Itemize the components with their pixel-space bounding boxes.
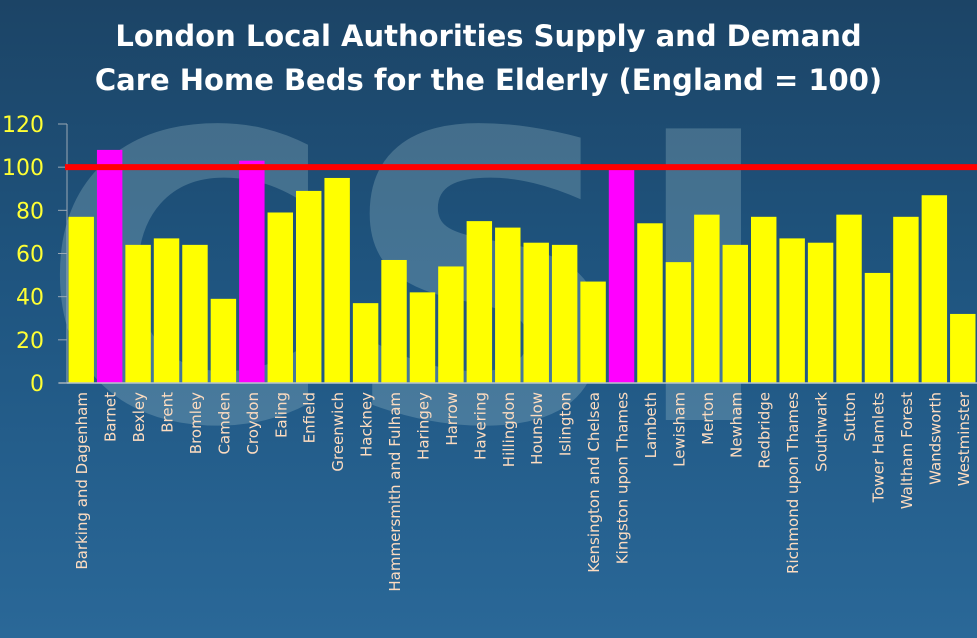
category-label: Ealing (272, 392, 290, 438)
bar-newham (722, 244, 748, 383)
bar-westminster (950, 313, 976, 383)
y-tick-label: 40 (16, 286, 44, 311)
bar-barking-and-dagenham (68, 216, 94, 383)
bar-kensington-and-chelsea (580, 281, 606, 383)
category-label: Camden (215, 392, 233, 455)
category-label: Barnet (102, 392, 120, 442)
bar-ealing (267, 212, 293, 383)
bar-bromley (182, 244, 208, 383)
category-label: Wandsworth (926, 392, 944, 485)
category-label: Hounslow (528, 392, 546, 465)
category-label: Bexley (130, 392, 148, 443)
bar-lewisham (665, 262, 692, 383)
category-label: Lewisham (670, 392, 688, 467)
category-label: Richmond upon Thames (784, 392, 802, 574)
bar-bexley (125, 244, 151, 383)
bar-havering (466, 221, 493, 383)
bar-redbridge (751, 216, 777, 383)
bar-hillingdon (495, 227, 521, 383)
category-label: Islington (557, 392, 575, 456)
category-label: Harrow (443, 392, 461, 446)
category-label: Kingston upon Thames (614, 392, 632, 564)
category-label: Sutton (841, 392, 859, 441)
category-label: Westminster (955, 391, 973, 486)
bar-hammersmith-and-fulham (381, 259, 407, 383)
category-label: Tower Hamlets (869, 392, 887, 504)
title-line-1: London Local Authorities Supply and Dema… (115, 19, 862, 53)
category-label: Newham (727, 392, 745, 458)
category-label: Haringey (414, 392, 432, 460)
title-line-2: Care Home Beds for the Elderly (England … (94, 63, 883, 97)
bar-merton (694, 214, 720, 383)
category-label: Havering (471, 392, 489, 460)
y-tick-label: 80 (16, 199, 44, 224)
bar-lambeth (637, 223, 663, 383)
y-tick-label: 100 (2, 156, 44, 181)
category-label: Hammersmith and Fulham (386, 392, 404, 592)
bar-southwark (807, 242, 834, 383)
category-label: Kensington and Chelsea (585, 392, 603, 573)
category-label: Croydon (244, 392, 262, 455)
bar-barnet (96, 149, 123, 383)
bar-islington (551, 244, 578, 383)
bar-camden (210, 298, 237, 383)
category-label: Lambeth (642, 392, 660, 458)
category-label: Barking and Dagenham (73, 392, 91, 570)
category-label: Brent (159, 392, 177, 433)
category-label: Southwark (813, 392, 831, 472)
category-label: Enfield (301, 392, 319, 443)
category-label: Greenwich (329, 392, 347, 472)
chart-title: London Local Authorities Supply and Dema… (0, 14, 977, 102)
y-tick-label: 0 (30, 372, 44, 397)
bar-brent (153, 238, 180, 383)
bar-tower-hamlets (864, 272, 891, 383)
bar-sutton (836, 214, 862, 383)
bar-haringey (409, 292, 436, 383)
y-tick-label: 60 (16, 243, 44, 268)
bar-waltham-forest (893, 216, 919, 383)
category-label: Redbridge (756, 392, 774, 469)
bar-hounslow (523, 242, 549, 383)
category-label: Hillingdon (500, 392, 518, 467)
category-label: Hackney (358, 392, 376, 457)
y-tick-label: 20 (16, 329, 44, 354)
bar-harrow (438, 266, 464, 383)
bar-richmond-upon-thames (779, 238, 805, 383)
category-label: Bromley (187, 392, 205, 454)
category-label: Merton (699, 392, 717, 445)
bar-hackney (352, 303, 379, 383)
bar-kingston-upon-thames (608, 169, 635, 383)
bar-croydon (239, 160, 265, 383)
bar-greenwich (324, 177, 350, 383)
bar-wandsworth (921, 195, 948, 383)
bar-enfield (296, 190, 322, 383)
y-tick-label: 120 (2, 113, 44, 138)
category-label: Waltham Forest (898, 392, 916, 509)
